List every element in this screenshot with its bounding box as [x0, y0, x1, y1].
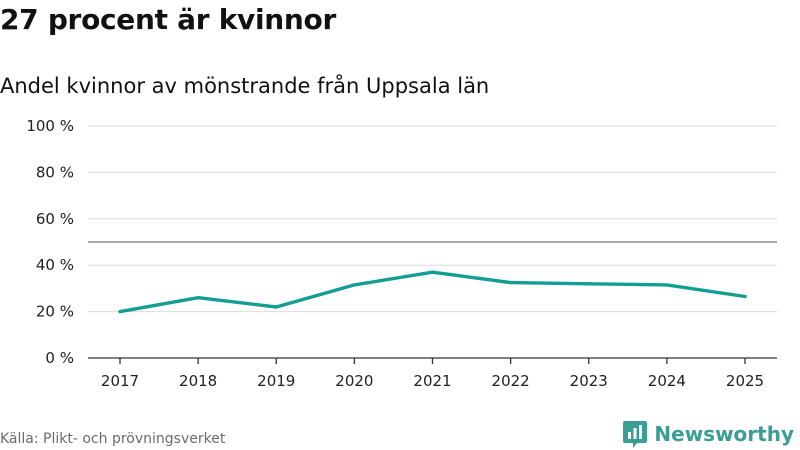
x-tick-label: 2018	[179, 372, 217, 390]
y-axis-labels: 0 % 20 % 40 % 60 % 80 % 100 %	[26, 117, 74, 367]
data-point	[274, 305, 278, 309]
bar-chart-speech-bubble-icon	[623, 421, 648, 448]
data-point	[352, 283, 356, 287]
x-tick-label: 2017	[101, 372, 139, 390]
line-chart: 0 % 20 % 40 % 60 % 80 % 100 % 2017 2018 2019 202…	[26, 117, 777, 390]
series-line	[118, 270, 747, 314]
x-axis	[88, 357, 777, 364]
data-point	[743, 294, 747, 299]
grid-lines	[88, 125, 777, 313]
data-point	[118, 310, 122, 314]
x-tick-label: 2020	[335, 372, 373, 390]
data-point	[196, 296, 200, 300]
y-tick-label: 20 %	[36, 303, 74, 321]
x-tick-label: 2024	[648, 372, 686, 390]
data-point	[587, 282, 591, 286]
series-group	[118, 270, 747, 314]
x-tick-label: 2023	[570, 372, 608, 390]
x-tick-label: 2025	[726, 372, 764, 390]
brand-logo: Newsworthy	[622, 419, 794, 449]
x-tick-label: 2021	[413, 372, 451, 390]
brand-name: Newsworthy	[654, 422, 794, 446]
chart-subtitle: Andel kvinnor av mönstrande från Uppsala…	[0, 74, 490, 98]
y-tick-label: 40 %	[36, 256, 74, 274]
x-tick-label: 2022	[492, 372, 530, 390]
data-point	[430, 270, 435, 274]
y-tick-label: 60 %	[36, 210, 74, 228]
y-tick-label: 0 %	[45, 349, 74, 367]
x-axis-labels: 2017 2018 2019 2020 2021 2022 2023 2024 2025	[101, 372, 764, 390]
x-tick-label: 2019	[257, 372, 295, 390]
source-note: Källa: Plikt- och prövningsverket	[0, 431, 226, 447]
y-tick-label: 100 %	[26, 117, 74, 135]
chart-title: 27 procent är kvinnor	[0, 3, 336, 36]
y-tick-label: 80 %	[36, 163, 74, 181]
data-point	[665, 283, 669, 287]
data-point	[509, 281, 513, 285]
